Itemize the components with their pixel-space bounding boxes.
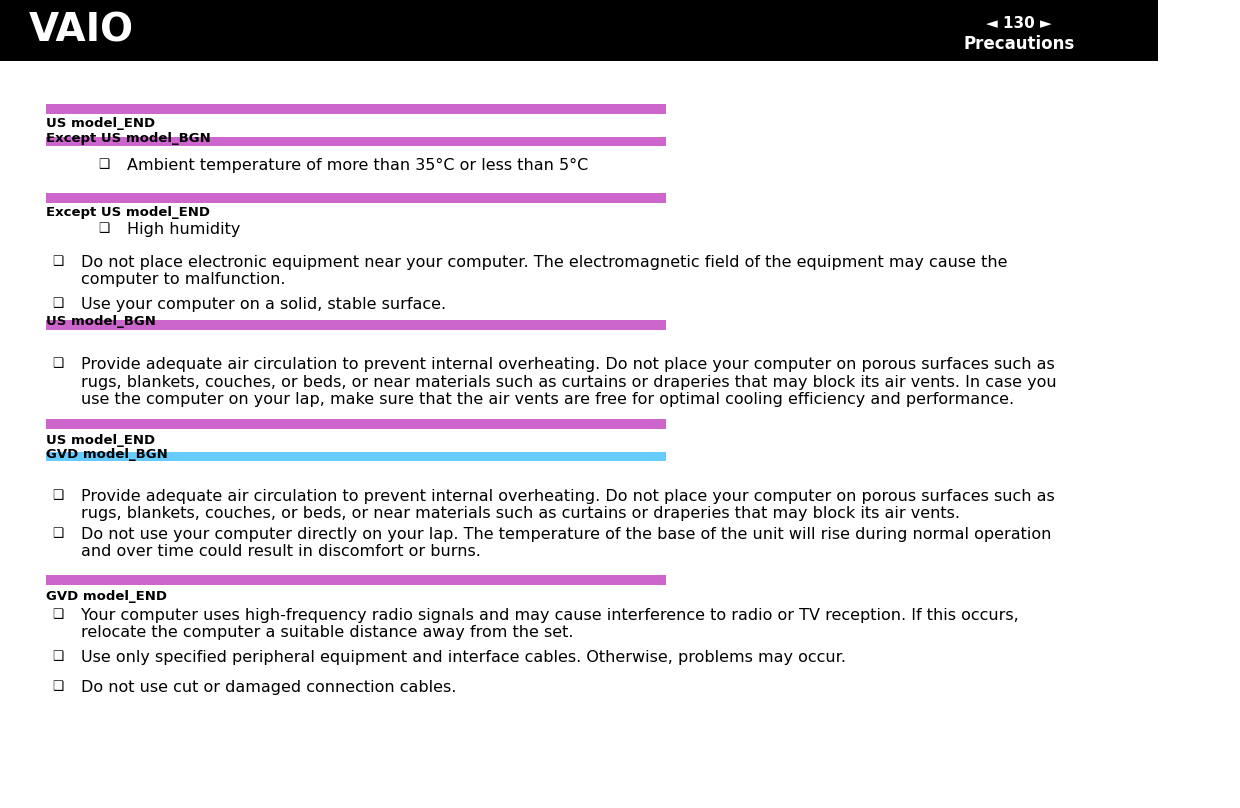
Text: Precautions: Precautions <box>963 35 1075 53</box>
Text: Do not use cut or damaged connection cables.: Do not use cut or damaged connection cab… <box>81 680 456 696</box>
FancyBboxPatch shape <box>46 419 666 429</box>
FancyBboxPatch shape <box>46 452 666 461</box>
Text: ❑: ❑ <box>52 255 63 267</box>
Text: ❑: ❑ <box>52 608 63 621</box>
Text: ❑: ❑ <box>52 680 63 693</box>
FancyBboxPatch shape <box>46 104 666 114</box>
Text: Your computer uses high-frequency radio signals and may cause interference to ra: Your computer uses high-frequency radio … <box>81 608 1019 640</box>
Text: ❑: ❑ <box>52 357 63 370</box>
Text: High humidity: High humidity <box>128 222 241 238</box>
Text: GVD model_BGN: GVD model_BGN <box>46 448 169 461</box>
Text: ❑: ❑ <box>98 222 109 235</box>
Text: Ambient temperature of more than 35°C or less than 5°C: Ambient temperature of more than 35°C or… <box>128 158 589 173</box>
FancyBboxPatch shape <box>0 0 1158 61</box>
Text: Do not use your computer directly on your lap. The temperature of the base of th: Do not use your computer directly on you… <box>81 527 1052 559</box>
Text: Provide adequate air circulation to prevent internal overheating. Do not place y: Provide adequate air circulation to prev… <box>81 489 1055 521</box>
FancyBboxPatch shape <box>46 575 666 585</box>
Text: Use only specified peripheral equipment and interface cables. Otherwise, problem: Use only specified peripheral equipment … <box>81 650 846 666</box>
Text: Except US model_END: Except US model_END <box>46 206 211 219</box>
Text: US model_BGN: US model_BGN <box>46 315 156 328</box>
Text: ❑: ❑ <box>52 527 63 540</box>
FancyBboxPatch shape <box>46 193 666 203</box>
Text: ❑: ❑ <box>52 650 63 663</box>
Text: Provide adequate air circulation to prevent internal overheating. Do not place y: Provide adequate air circulation to prev… <box>81 357 1056 407</box>
Text: ❑: ❑ <box>52 489 63 502</box>
Text: Do not place electronic equipment near your computer. The electromagnetic field : Do not place electronic equipment near y… <box>81 255 1008 287</box>
FancyBboxPatch shape <box>46 320 666 330</box>
Text: ❑: ❑ <box>98 158 109 170</box>
Text: ❑: ❑ <box>52 297 63 310</box>
Text: VAIO: VAIO <box>29 11 134 49</box>
Text: US model_END: US model_END <box>46 117 155 130</box>
Text: GVD model_END: GVD model_END <box>46 590 167 603</box>
FancyBboxPatch shape <box>46 137 666 146</box>
Text: Use your computer on a solid, stable surface.: Use your computer on a solid, stable sur… <box>81 297 446 313</box>
Text: Except US model_BGN: Except US model_BGN <box>46 132 211 145</box>
Text: US model_END: US model_END <box>46 434 155 447</box>
Text: ◄ 130 ►: ◄ 130 ► <box>986 15 1052 31</box>
